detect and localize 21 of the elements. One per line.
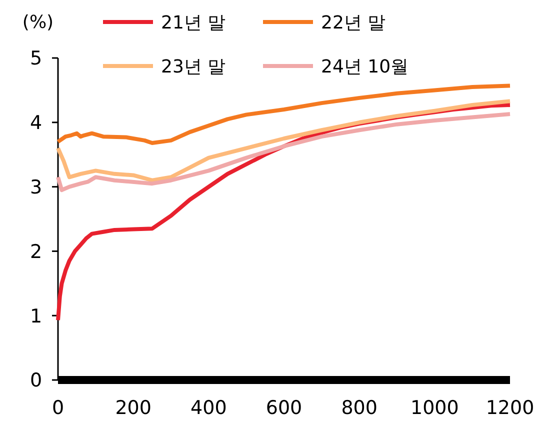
x-tick-label: 600 bbox=[266, 397, 302, 419]
line-series bbox=[56, 99, 512, 182]
x-tick-label: 800 bbox=[341, 397, 378, 419]
legend-label: 22년 말 bbox=[321, 12, 386, 34]
x-tick-label: 400 bbox=[190, 397, 227, 419]
legend-label: 21년 말 bbox=[161, 12, 226, 34]
y-tick-label: 0 bbox=[30, 370, 42, 392]
y-tick-label: 2 bbox=[30, 240, 42, 263]
legend-label: 24년 10월 bbox=[321, 56, 409, 78]
y-tick-label: 4 bbox=[30, 112, 42, 134]
x-tick-label: 200 bbox=[115, 397, 152, 419]
legend-label: 23년 말 bbox=[161, 56, 226, 78]
y-tick-label: 1 bbox=[30, 305, 42, 328]
y-axis-title: (%) bbox=[22, 12, 54, 33]
y-tick-label: 5 bbox=[30, 48, 42, 70]
line-series bbox=[56, 112, 512, 192]
line-series bbox=[56, 84, 512, 146]
x-tick-label: 1200 bbox=[486, 397, 534, 419]
x-tick-label: 0 bbox=[52, 397, 64, 419]
y-tick-label: 3 bbox=[30, 176, 42, 198]
x-tick-label: 1000 bbox=[410, 397, 459, 419]
